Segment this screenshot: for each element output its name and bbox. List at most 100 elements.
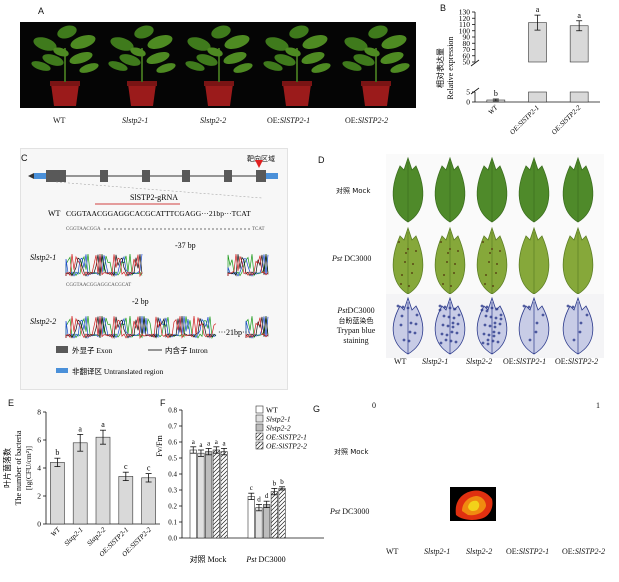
chart-b-bar-lower [569,91,589,103]
chart-f-bar [270,491,278,539]
trypan-stain-spot [495,307,499,311]
chart-f-bar [197,452,205,539]
chart-e-ylabel-en: The number of bacteria [14,430,23,505]
trypan-stain-spot [491,339,495,343]
g-scale-max: 1 [596,401,600,410]
lesion-spot [489,252,491,254]
mut2-gap-label: ···21bp··· [218,328,250,337]
plant-leaf [381,35,407,49]
plant-leaf [31,61,51,71]
lesion-spot [415,250,417,252]
trypan-stain-spot [454,340,458,344]
chart-e-bar [118,476,134,525]
d-genotype-slstp2-2: Slstp2-2 [466,357,493,366]
plant-leaf [108,61,128,71]
exon-2 [100,170,108,182]
panel-label-d: D [318,155,325,165]
lesion-spot [442,283,444,285]
trypan-stain-spot [494,316,498,320]
lesion-spot [400,283,402,285]
lesion-spot [484,283,486,285]
plant-pot-rim [50,81,80,86]
lesion-spot [443,274,445,276]
plant-leaf [289,25,309,39]
plant-leaf [302,35,328,49]
trypan-stain-spot [485,309,489,313]
chart-b-xtick-label: WT [487,103,500,116]
g-genotype-oe2: OE:SlSTP2-2 [562,547,606,556]
leaf-grid [386,154,604,358]
chart-f-group-label-mock: 对照 Mock [190,554,227,564]
chart-e-ytick-label: 2 [37,492,41,501]
g-scale-min: 0 [372,401,376,410]
trypan-stain-spot [481,341,485,345]
grna-label: SlSTP2-gRNA [130,193,178,202]
trypan-stain-spot [408,330,412,334]
trypan-stain-spot [487,333,491,337]
wt-sequence: CGGTAACGGAGGCACGCATTTCGAGG···21bp···TCAT [66,209,251,218]
plant-pot [205,84,233,106]
g-row-pst-italic: Pst [330,507,341,516]
chromatogram-trace [227,254,269,277]
mut2-label: Slstp2-2 [30,317,56,326]
chart-e-xtick-label: Slstp2-1 [63,526,85,548]
trypan-stain-spot [496,340,500,344]
trypan-stain-spot [400,314,404,318]
trypan-stain-spot [446,324,450,328]
chart-f-sig-letter: b [280,478,284,486]
lesion-spot [453,272,455,274]
plant-leaf [301,51,325,65]
lesion-spot [482,241,484,243]
chart-f-sig-letter: a [215,438,219,446]
trypan-stain-spot [490,306,494,310]
chart-f-bar [205,451,213,539]
trypan-stain-spot [407,339,411,343]
trypan-stain-spot [483,323,487,327]
chromatogram-mut2 [65,315,269,340]
chart-b-sig-letter: a [577,11,581,20]
g-row-pst-rest: DC3000 [342,507,370,516]
plant-leaf [274,54,296,66]
lesion-spot [404,261,406,263]
lesion-spot [496,263,498,265]
trypan-stain-spot [402,338,406,342]
d-row-pst-label: Pst DC3000 [332,254,371,263]
genotype-label-a-slstp2-1: Slstp2-1 [122,116,149,125]
lesion-spot [407,248,409,250]
plant-leaf [196,54,218,66]
plant-leaf [185,61,205,71]
lesion-spot [485,274,487,276]
chromatogram-trace [227,253,269,276]
plant-2 [108,25,176,106]
plant-leaf [207,47,223,57]
chart-e-sig-letter: c [147,464,151,473]
chart-f-legend-label: OE:SlSTP2-2 [266,442,307,451]
chart-e-ytick-label: 8 [37,408,41,417]
trypan-stain-spot [409,321,413,325]
g-genotype-wt: WT [386,547,399,556]
chromatogram-mut1 [65,253,269,278]
plant-leaf [368,25,388,39]
legend-exon-swatch [56,346,68,353]
lesion-spot [446,261,448,263]
chart-f-ytick-label: 0.7 [168,423,177,431]
plant-leaf [233,63,253,73]
panel-label-g: G [313,404,321,414]
legend-utr-swatch [56,368,68,373]
panel-label-f: F [160,398,166,408]
trypan-stain-spot [534,330,538,334]
mut1-deletion-label: -37 bp [175,241,196,250]
g-genotype-oe1: OE:SlSTP2-1 [506,547,550,556]
plant-leaf [285,47,301,57]
panel-label-e: E [8,398,15,408]
chart-f-bar [212,449,220,539]
trypan-stain-spot [414,322,418,326]
panel-label-c: C [21,153,28,163]
chart-e-ylabel-unit: [lg(CFU/cm²)] [24,446,33,490]
chart-f-legend-label: WT [266,406,278,415]
trypan-stain-spot [579,321,583,325]
plant-leaf [187,37,211,51]
chromatogram-trace [65,254,143,278]
chromatogram-trace [65,316,217,340]
mut1-label: Slstp2-1 [30,253,56,262]
